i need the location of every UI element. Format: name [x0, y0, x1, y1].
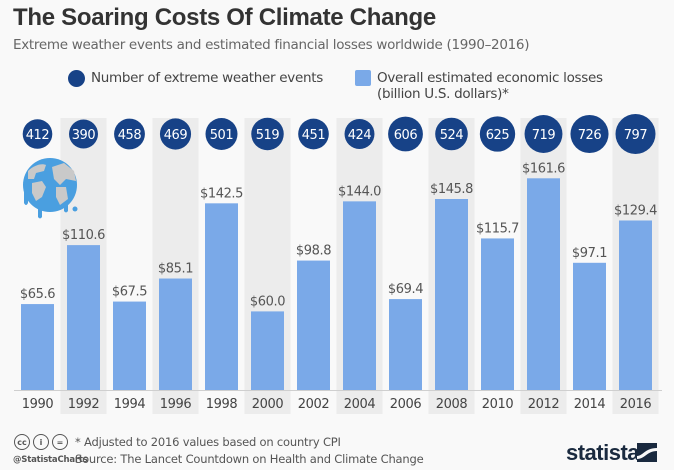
bar-1998 — [205, 203, 238, 390]
bar-1992 — [67, 245, 100, 390]
event-bubble-2008 — [435, 117, 468, 151]
x-tick-2004: 2004 — [344, 397, 376, 412]
bar-1990 — [21, 304, 54, 390]
legend-losses-label: Overall estimated economic losses (billi… — [377, 70, 603, 102]
x-tick-2000: 2000 — [252, 397, 284, 412]
bar-2014 — [573, 262, 606, 390]
bar-label-2016: $129.4 — [614, 203, 657, 218]
x-tick-2008: 2008 — [436, 397, 468, 412]
bar-label-1994: $67.5 — [112, 285, 147, 300]
bar-2004 — [343, 201, 376, 390]
event-bubble-2016 — [615, 114, 656, 154]
x-tick-2014: 2014 — [574, 397, 606, 412]
event-count-2006: 606 — [394, 128, 418, 143]
x-tick-2010: 2010 — [482, 397, 514, 412]
bar-2012 — [527, 178, 560, 390]
event-bubble-1990 — [22, 119, 53, 149]
bars-group: $65.6 $110.6 $67.5 $85.1 $142.5 $60.0 $98.8 $14… — [20, 161, 658, 390]
footnote: * Adjusted to 2016 values based on count… — [75, 435, 341, 449]
cc-icon: cc — [14, 434, 30, 450]
x-tick-1998: 1998 — [206, 397, 238, 412]
bar-2016 — [619, 220, 652, 390]
chart-subtitle: Extreme weather events and estimated fin… — [13, 37, 530, 53]
event-count-2000: 519 — [256, 128, 280, 143]
license-icons: cc i = — [14, 434, 68, 450]
x-tick-1994: 1994 — [114, 397, 146, 412]
bar-1994 — [113, 301, 146, 390]
bubbles-group: 412 390 458 469 501 519 451 424 606 524 625 719 726 7… — [22, 114, 656, 154]
bar-1996 — [159, 278, 192, 390]
x-tick-2012: 2012 — [528, 397, 559, 412]
globe-icon — [23, 158, 78, 219]
event-bubble-2012 — [524, 115, 563, 153]
social-handle: @StatistaCharts — [13, 455, 88, 465]
bar-2008 — [435, 199, 468, 390]
event-bubble-2010 — [479, 116, 516, 152]
event-count-1994: 458 — [118, 128, 142, 143]
bar-2000 — [251, 311, 284, 390]
bar-label-2006: $69.4 — [388, 282, 423, 297]
bar-label-1998: $142.5 — [200, 186, 243, 201]
bar-label-2010: $115.7 — [476, 221, 519, 236]
legend-losses-swatch — [355, 70, 371, 86]
x-tick-1992: 1992 — [68, 397, 99, 412]
event-bubble-2000 — [251, 117, 284, 151]
event-count-1996: 469 — [164, 128, 188, 143]
bar-label-2002: $98.8 — [296, 244, 331, 259]
event-count-2008: 524 — [440, 128, 464, 143]
event-count-1990: 412 — [26, 128, 50, 143]
event-bubble-2014 — [570, 114, 609, 154]
event-count-2010: 625 — [486, 128, 510, 143]
bar-label-1992: $110.6 — [62, 228, 105, 243]
x-tick-2006: 2006 — [390, 397, 422, 412]
event-bubble-1992 — [69, 119, 98, 149]
event-bubble-2006 — [388, 116, 423, 152]
event-count-1992: 390 — [72, 128, 96, 143]
bar-2006 — [389, 299, 422, 390]
bar-label-2012: $161.6 — [522, 161, 565, 176]
event-count-2014: 726 — [578, 128, 602, 143]
bar-label-1990: $65.6 — [20, 287, 55, 302]
attribution-icon: i — [33, 434, 49, 450]
x-tick-1996: 1996 — [160, 397, 192, 412]
event-count-2016: 797 — [624, 128, 648, 143]
event-bubble-1998 — [205, 118, 238, 150]
bar-label-2000: $60.0 — [250, 294, 285, 309]
source-link[interactable]: Source: The Lancet Countdown on Health a… — [75, 452, 424, 466]
bar-label-2008: $145.8 — [430, 182, 473, 197]
statista-logo-icon — [637, 443, 657, 462]
event-count-1998: 501 — [210, 128, 234, 143]
bar-label-1996: $85.1 — [158, 262, 193, 277]
event-count-2012: 719 — [532, 128, 556, 143]
x-tick-2016: 2016 — [620, 397, 652, 412]
legend-events-label: Number of extreme weather events — [91, 70, 323, 86]
legend-events-swatch — [68, 70, 85, 87]
legend-losses-line2: (billion U.S. dollars)* — [377, 86, 509, 102]
x-tick-labels: 1990 1992 1994 1996 1998 2000 2002 2004 2006 2008… — [22, 397, 652, 412]
x-tick-1990: 1990 — [22, 397, 54, 412]
legend-losses-line1: Overall estimated economic losses — [377, 70, 603, 86]
event-bubble-1996 — [159, 118, 192, 150]
event-bubble-2004 — [344, 119, 375, 149]
event-bubble-1994 — [114, 118, 145, 150]
x-tick-2002: 2002 — [298, 397, 329, 412]
brand-logo-text[interactable]: statista — [566, 440, 640, 465]
event-bubble-2002 — [298, 118, 329, 150]
bar-label-2004: $144.0 — [338, 184, 381, 199]
event-count-2004: 424 — [348, 128, 372, 143]
event-count-2002: 451 — [302, 128, 326, 143]
chart-title: The Soaring Costs Of Climate Change — [13, 4, 436, 31]
bar-2002 — [297, 260, 330, 390]
no-derivatives-icon: = — [52, 434, 68, 450]
bar-label-2014: $97.1 — [572, 246, 607, 261]
bar-2010 — [481, 238, 514, 390]
